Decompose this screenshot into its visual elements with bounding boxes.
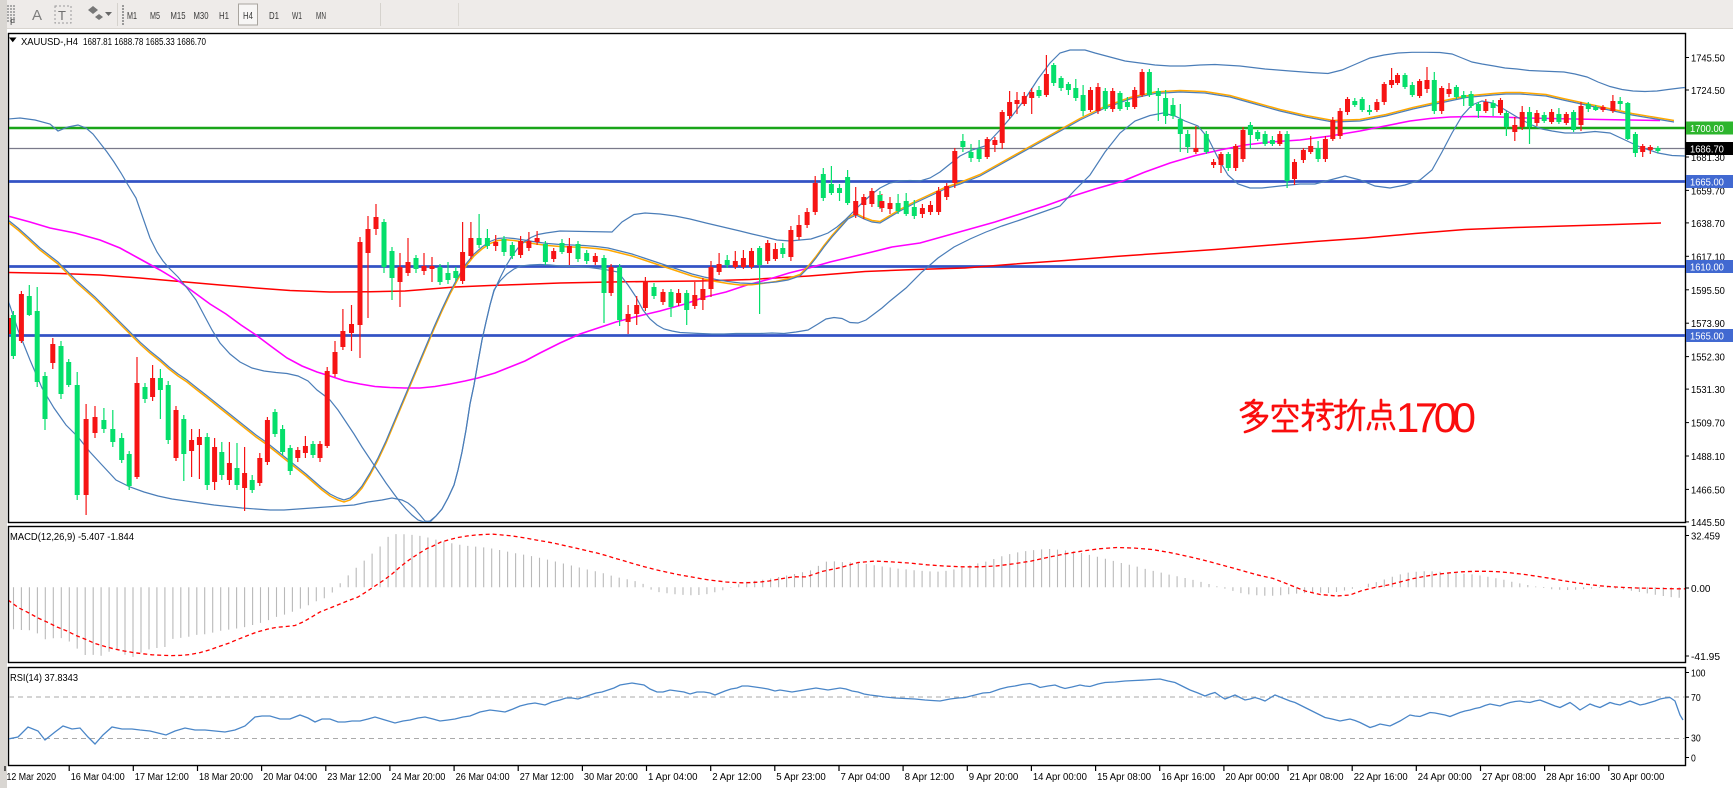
svg-text:T: T (58, 8, 66, 23)
svg-text:RSI(14) 37.8343: RSI(14) 37.8343 (10, 673, 78, 684)
svg-text:0.00: 0.00 (1691, 584, 1711, 595)
svg-text:7 Apr 04:00: 7 Apr 04:00 (841, 772, 891, 783)
svg-text:1466.50: 1466.50 (1691, 485, 1725, 496)
svg-text:5 Apr 23:00: 5 Apr 23:00 (776, 772, 826, 783)
svg-text:-41.95: -41.95 (1691, 652, 1720, 663)
svg-text:W1: W1 (292, 10, 302, 22)
svg-text:H1: H1 (219, 10, 229, 22)
svg-text:1610.00: 1610.00 (1690, 263, 1724, 274)
svg-text:1700.00: 1700.00 (1690, 124, 1724, 135)
svg-text:22 Apr 16:00: 22 Apr 16:00 (1354, 772, 1408, 783)
svg-text:1509.70: 1509.70 (1691, 419, 1725, 430)
svg-text:A: A (32, 7, 42, 24)
svg-text:1617.10: 1617.10 (1691, 252, 1725, 263)
svg-text:1687.81 1688.78 1685.33 1686.7: 1687.81 1688.78 1685.33 1686.70 (83, 37, 206, 48)
svg-text:32.459: 32.459 (1691, 532, 1720, 543)
svg-text:D1: D1 (269, 10, 279, 22)
svg-text:26 Mar 04:00: 26 Mar 04:00 (456, 772, 510, 783)
svg-text:1595.50: 1595.50 (1691, 286, 1725, 297)
svg-text:12 Mar 2020: 12 Mar 2020 (7, 772, 57, 783)
svg-text:1 Apr 04:00: 1 Apr 04:00 (648, 772, 698, 783)
svg-text:1665.00: 1665.00 (1690, 178, 1724, 189)
svg-text:1700: 1700 (1396, 394, 1475, 441)
svg-text:30: 30 (1691, 734, 1701, 745)
svg-text:28 Apr 16:00: 28 Apr 16:00 (1546, 772, 1600, 783)
svg-text:18 Mar 20:00: 18 Mar 20:00 (199, 772, 253, 783)
svg-text:1573.90: 1573.90 (1691, 319, 1725, 330)
svg-text:16 Mar 04:00: 16 Mar 04:00 (71, 772, 125, 783)
svg-text:1445.50: 1445.50 (1691, 518, 1725, 529)
svg-text:1638.70: 1638.70 (1691, 219, 1725, 230)
svg-text:M30: M30 (194, 10, 209, 22)
svg-text:1552.30: 1552.30 (1691, 353, 1725, 364)
svg-text:M1: M1 (127, 10, 137, 22)
svg-text:21 Apr 08:00: 21 Apr 08:00 (1290, 772, 1344, 783)
svg-text:17 Mar 12:00: 17 Mar 12:00 (135, 772, 189, 783)
svg-text:20 Mar 04:00: 20 Mar 04:00 (263, 772, 317, 783)
svg-text:8 Apr 12:00: 8 Apr 12:00 (905, 772, 955, 783)
svg-text:1745.50: 1745.50 (1691, 54, 1725, 65)
svg-text:1531.30: 1531.30 (1691, 385, 1725, 396)
svg-text:24 Mar 20:00: 24 Mar 20:00 (391, 772, 445, 783)
svg-text:1488.10: 1488.10 (1691, 452, 1725, 463)
svg-text:9 Apr 20:00: 9 Apr 20:00 (969, 772, 1019, 783)
svg-text:27 Apr 08:00: 27 Apr 08:00 (1482, 772, 1536, 783)
svg-text:1686.70: 1686.70 (1690, 145, 1724, 156)
svg-text:100: 100 (1691, 669, 1706, 680)
svg-text:MN: MN (316, 10, 326, 22)
svg-text:27 Mar 12:00: 27 Mar 12:00 (520, 772, 574, 783)
svg-text:30 Mar 20:00: 30 Mar 20:00 (584, 772, 638, 783)
svg-text:1565.00: 1565.00 (1690, 332, 1724, 343)
svg-text:F: F (10, 17, 15, 27)
svg-text:16 Apr 16:00: 16 Apr 16:00 (1161, 772, 1215, 783)
svg-text:1724.50: 1724.50 (1691, 86, 1725, 97)
svg-text:24 Apr 00:00: 24 Apr 00:00 (1418, 772, 1472, 783)
svg-text:1681.30: 1681.30 (1691, 153, 1725, 164)
svg-text:2 Apr 12:00: 2 Apr 12:00 (712, 772, 762, 783)
svg-text:14 Apr 00:00: 14 Apr 00:00 (1033, 772, 1087, 783)
svg-text:M15: M15 (171, 10, 186, 22)
svg-text:M5: M5 (150, 10, 160, 22)
svg-text:H4: H4 (243, 10, 253, 22)
svg-text:70: 70 (1691, 693, 1701, 704)
svg-text:MACD(12,26,9) -5.407 -1.844: MACD(12,26,9) -5.407 -1.844 (10, 532, 134, 543)
svg-text:23 Mar 12:00: 23 Mar 12:00 (327, 772, 381, 783)
svg-text:15 Apr 08:00: 15 Apr 08:00 (1097, 772, 1151, 783)
svg-text:20 Apr 00:00: 20 Apr 00:00 (1225, 772, 1279, 783)
svg-text:30 Apr 00:00: 30 Apr 00:00 (1610, 772, 1664, 783)
svg-text:1659.70: 1659.70 (1691, 186, 1725, 197)
svg-text:XAUUSD-,H4: XAUUSD-,H4 (21, 37, 78, 48)
svg-text:0: 0 (1691, 754, 1696, 765)
